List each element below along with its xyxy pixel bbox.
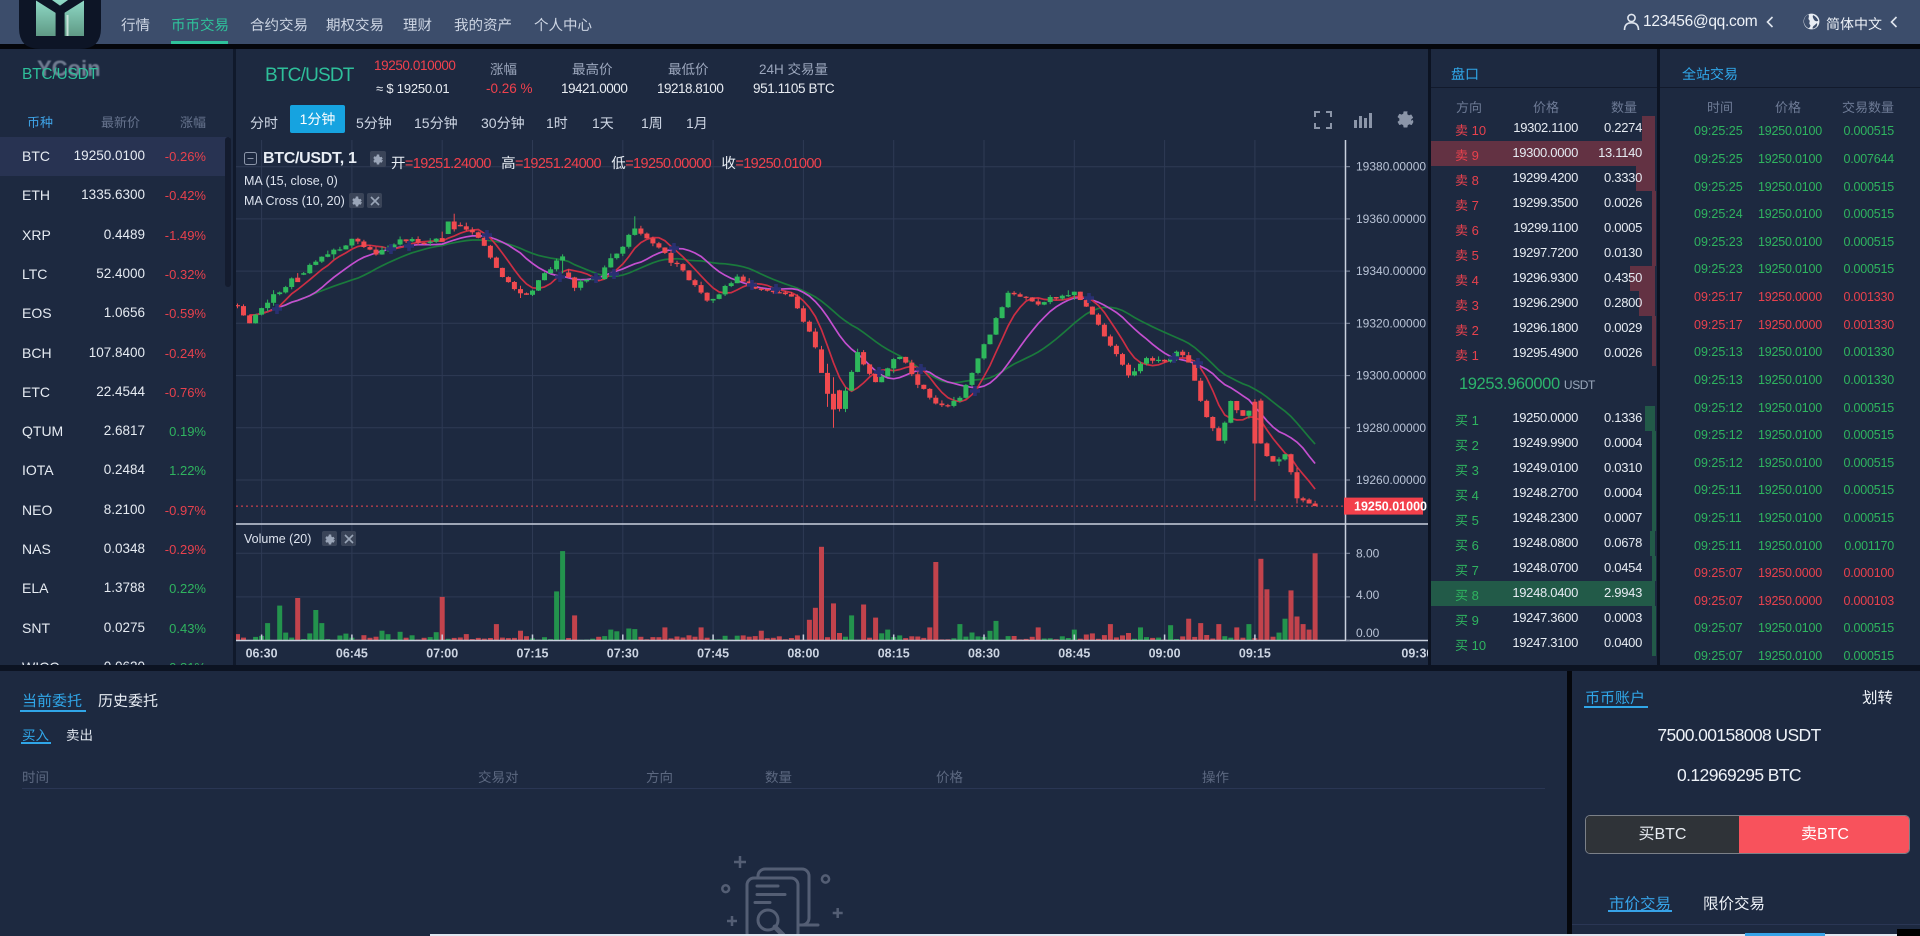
svg-text:07:45: 07:45 <box>697 647 729 661</box>
svg-text:07:30: 07:30 <box>607 647 639 661</box>
svg-text:09:30: 09:30 <box>1401 647 1428 661</box>
svg-text:19250.01000: 19250.01000 <box>1354 500 1427 514</box>
svg-text:08:15: 08:15 <box>878 647 910 661</box>
svg-text:06:30: 06:30 <box>246 647 278 661</box>
svg-text:4.00: 4.00 <box>1356 588 1380 602</box>
svg-text:08:30: 08:30 <box>968 647 1000 661</box>
svg-text:19360.00000: 19360.00000 <box>1356 212 1426 226</box>
svg-text:09:15: 09:15 <box>1239 647 1271 661</box>
svg-text:09:00: 09:00 <box>1149 647 1181 661</box>
svg-text:8.00: 8.00 <box>1356 547 1380 561</box>
svg-text:08:45: 08:45 <box>1058 647 1090 661</box>
svg-text:07:00: 07:00 <box>426 647 458 661</box>
svg-text:08:00: 08:00 <box>787 647 819 661</box>
svg-text:19260.00000: 19260.00000 <box>1356 473 1426 487</box>
svg-text:19280.00000: 19280.00000 <box>1356 421 1426 435</box>
svg-text:06:45: 06:45 <box>336 647 368 661</box>
svg-text:19300.00000: 19300.00000 <box>1356 369 1426 383</box>
svg-text:19340.00000: 19340.00000 <box>1356 264 1426 278</box>
svg-text:19380.00000: 19380.00000 <box>1356 160 1426 174</box>
svg-text:07:15: 07:15 <box>517 647 549 661</box>
svg-text:19320.00000: 19320.00000 <box>1356 316 1426 330</box>
svg-text:0.00: 0.00 <box>1356 626 1380 640</box>
